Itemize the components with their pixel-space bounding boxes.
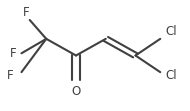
Text: F: F [23, 6, 30, 19]
Text: F: F [7, 69, 13, 82]
Text: O: O [71, 84, 81, 98]
Text: Cl: Cl [165, 25, 177, 38]
Text: Cl: Cl [165, 69, 177, 82]
Text: F: F [10, 47, 17, 60]
